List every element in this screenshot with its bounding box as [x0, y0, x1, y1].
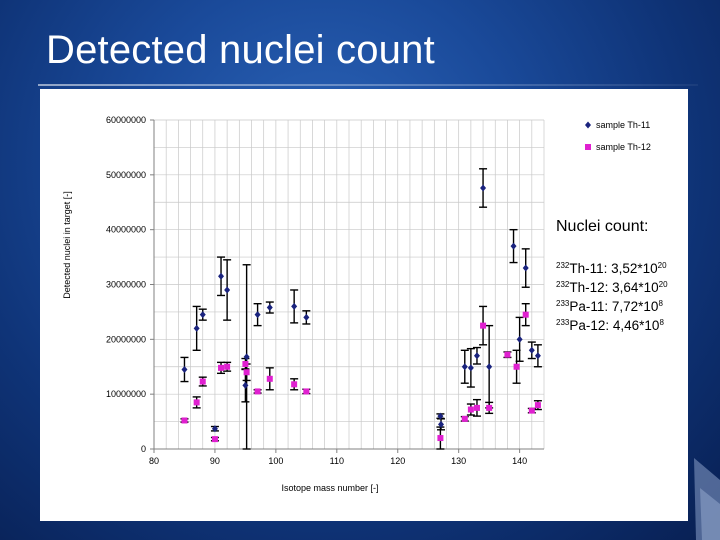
data-point-th12 [211, 436, 218, 443]
count-exponent: 20 [658, 280, 668, 289]
corner-decoration-icon [694, 458, 720, 540]
title-underline [38, 84, 698, 86]
data-point-th12 [504, 351, 511, 358]
data-point-th11 [266, 304, 273, 312]
x-axis-label: Isotope mass number [-] [281, 483, 378, 493]
data-point-th11 [224, 286, 231, 294]
data-point-th12 [243, 369, 250, 376]
data-point-th11 [291, 302, 298, 310]
count-exponent: 8 [658, 299, 663, 308]
isotope-mass: 232 [556, 261, 570, 270]
count-text: Pa-11: 7,72*10 [569, 299, 659, 314]
data-point-th12 [461, 415, 468, 422]
y-tick-labels: 0 10000000 20000000 30000000 40000000 5000000… [106, 115, 146, 454]
data-point-th12 [513, 363, 520, 370]
y-tick-label: 30000000 [106, 280, 146, 290]
data-point-th11 [473, 352, 480, 360]
data-point-th12 [193, 399, 200, 406]
nuclei-count-line: 233Pa-11: 7,72*108 [556, 296, 696, 315]
x-tick-label: 80 [149, 456, 159, 466]
data-point-th11 [510, 242, 517, 250]
data-point-th11 [181, 365, 188, 373]
data-point-th11 [438, 420, 445, 428]
data-point-th12 [266, 375, 273, 382]
data-point-th12 [254, 388, 261, 395]
scatter-chart: 0 10000000 20000000 30000000 40000000 5000000… [62, 115, 651, 493]
data-point-th12 [218, 364, 225, 371]
legend: sample Th-11 sample Th-12 [585, 120, 651, 152]
data-point-th11 [534, 352, 541, 360]
data-point-th12 [242, 361, 249, 368]
y-tick-label: 60000000 [106, 115, 146, 125]
x-tick-label: 130 [451, 456, 466, 466]
data-point-th11 [242, 381, 249, 389]
data-point-th11 [218, 272, 225, 280]
x-tick-label: 90 [210, 456, 220, 466]
data-point-th12 [199, 378, 206, 385]
legend-marker [585, 144, 591, 150]
y-tick-label: 40000000 [106, 225, 146, 235]
data-point-th11 [193, 324, 200, 332]
count-text: Th-12: 3,64*10 [569, 280, 659, 295]
data-point-th12 [534, 402, 541, 409]
axes [150, 119, 544, 453]
nuclei-count-box: Nuclei count: 232Th-11: 3,52*1020 232Th-… [556, 218, 696, 334]
chart-panel: 0 10000000 20000000 30000000 40000000 5000000… [40, 89, 688, 521]
x-tick-label: 100 [268, 456, 283, 466]
data-point-th11 [516, 335, 523, 343]
isotope-mass: 233 [556, 318, 570, 327]
x-tick-label: 120 [390, 456, 405, 466]
data-point-th11 [522, 264, 529, 272]
data-point-th12 [291, 381, 298, 388]
data-point-th11 [243, 353, 250, 361]
legend-marker [585, 121, 591, 129]
y-tick-label: 0 [141, 444, 146, 454]
data-point-th11 [480, 184, 487, 192]
data-point-th12 [437, 435, 444, 442]
data-point-th11 [303, 313, 310, 321]
data-point-th11 [254, 311, 261, 319]
data-point-th12 [181, 417, 188, 424]
data-point-th12 [224, 363, 231, 370]
data-point-th12 [528, 407, 535, 414]
data-point-th11 [461, 363, 468, 371]
y-tick-label: 50000000 [106, 170, 146, 180]
data-point-th11 [437, 412, 444, 420]
x-tick-labels: 80 90 100 110 120 130 140 [149, 456, 527, 466]
data-point-th12 [486, 404, 493, 411]
x-tick-label: 110 [330, 456, 344, 466]
data-point-th12 [480, 322, 487, 329]
data-point-th11 [528, 346, 535, 354]
data-point-th11 [486, 363, 493, 371]
data-point-th11 [467, 364, 474, 372]
nuclei-count-title: Nuclei count: [556, 218, 649, 235]
nuclei-count-line: 232Th-12: 3,64*1020 [556, 277, 696, 296]
data-point-th11 [199, 311, 206, 319]
x-tick-label: 140 [512, 456, 527, 466]
data-point-th11 [211, 425, 218, 433]
slide-title: Detected nuclei count [46, 28, 435, 72]
count-text: Pa-12: 4,46*10 [569, 318, 660, 333]
count-exponent: 20 [657, 261, 667, 270]
nuclei-count-line: 232Th-11: 3,52*1020 [556, 258, 696, 277]
y-tick-label: 10000000 [106, 389, 146, 399]
count-text: Th-11: 3,52*10 [569, 261, 658, 276]
data-point-th12 [522, 311, 529, 318]
data-point-th12 [473, 404, 480, 411]
count-exponent: 8 [659, 318, 664, 327]
y-tick-label: 20000000 [106, 334, 146, 344]
isotope-mass: 233 [556, 299, 570, 308]
legend-label: sample Th-11 [596, 120, 650, 130]
y-axis-label: Detected nuclei in target [-] [62, 191, 72, 299]
isotope-mass: 232 [556, 280, 570, 289]
data-point-th12 [467, 406, 474, 413]
data-points [181, 184, 541, 443]
nuclei-count-line: 233Pa-12: 4,46*108 [556, 315, 696, 334]
data-point-th12 [303, 388, 310, 395]
legend-label: sample Th-12 [596, 142, 651, 152]
